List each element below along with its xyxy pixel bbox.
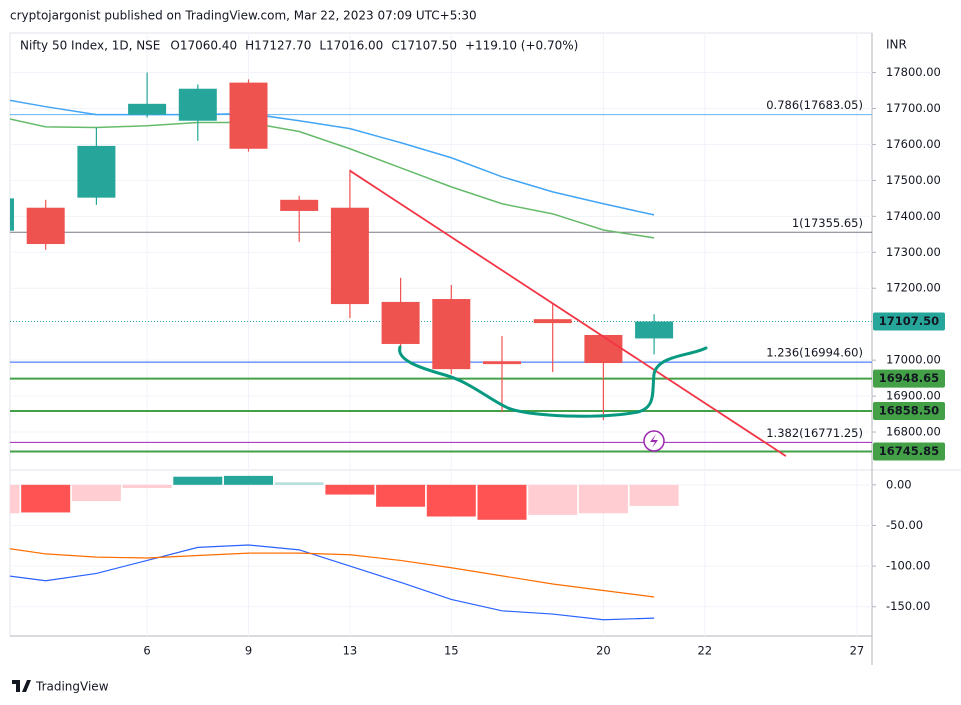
histogram-bar (274, 482, 324, 485)
price-label-box (873, 312, 945, 331)
header: cryptojargonist published on TradingView… (10, 9, 477, 23)
trendline (349, 169, 787, 457)
price-label: 16745.85 (879, 444, 939, 458)
price-label: 16948.65 (879, 371, 939, 385)
y-tick-label: -100.00 (886, 559, 930, 573)
y-tick-label: -150.00 (886, 599, 930, 613)
y-tick-label: 17700.00 (886, 101, 941, 115)
y-tick-label: 17200.00 (886, 281, 941, 295)
line (10, 118, 655, 239)
legend-value: H17127.70 (245, 39, 311, 53)
y-tick-label: 17500.00 (886, 173, 941, 187)
price-label-box (873, 442, 945, 461)
fib-label: 0.786(17683.05) (766, 98, 863, 112)
grid (10, 33, 872, 636)
y-tick-label: 16900.00 (886, 389, 941, 403)
price-label-box (873, 369, 945, 388)
histogram-bar (325, 484, 375, 495)
y-tick-label: 17000.00 (886, 353, 941, 367)
histogram-bar (629, 484, 679, 506)
histogram-bar (477, 484, 527, 520)
macd-pane (10, 475, 679, 621)
legend: Nifty 50 Index, 1D, NSE O17060.40 H17127.… (20, 39, 578, 53)
line (10, 99, 655, 216)
candle-body (432, 299, 471, 370)
candle-body (229, 82, 268, 149)
legend-value: +119.10 (+0.70%) (465, 39, 578, 53)
candle-body (584, 334, 623, 364)
x-tick-label: 13 (343, 644, 358, 658)
candle-body (280, 199, 319, 211)
candle-body (381, 301, 420, 344)
candle-body (128, 103, 167, 115)
candle-body (77, 145, 116, 198)
histogram-bar (578, 484, 628, 514)
fib-label: 1.236(16994.60) (766, 346, 863, 360)
x-tick-label: 9 (245, 644, 252, 658)
x-tick-label: 27 (850, 644, 865, 658)
histogram-bar (376, 484, 426, 507)
candle-body (533, 319, 572, 324)
footer-logo: TradingView (12, 680, 109, 694)
legend-value: C17107.50 (391, 39, 457, 53)
price-label: 17107.50 (879, 314, 939, 328)
histogram-bar (21, 484, 71, 513)
y-tick-label: 16800.00 (886, 425, 941, 439)
x-tick-label: 20 (596, 644, 611, 658)
symbol: Nifty 50 Index, 1D, NSE (20, 39, 160, 53)
legend-value: L17016.00 (319, 39, 383, 53)
fib-label: 1(17355.65) (792, 216, 863, 230)
histogram-bar (71, 484, 121, 502)
legend-value: O17060.40 (170, 39, 237, 53)
x-tick-label: 15 (444, 644, 459, 658)
x-tick-label: 6 (143, 644, 150, 658)
footer: TradingView (35, 680, 109, 694)
histogram-bar (173, 476, 223, 485)
x-tick-label: 22 (697, 644, 712, 658)
histogram-bar (122, 484, 172, 489)
y-tick-label: 0.00 (886, 477, 912, 491)
fib-label: 1.382(16771.25) (766, 426, 863, 440)
y-tick-label: 17800.00 (886, 65, 941, 79)
candle-body (635, 321, 674, 339)
y-tick-label: 17300.00 (886, 245, 941, 259)
candle-body (178, 88, 217, 121)
line (10, 548, 655, 598)
y-tick-label: -50.00 (886, 518, 923, 532)
line (10, 544, 655, 621)
y-tick-label: 17400.00 (886, 209, 941, 223)
price-pane: 0.786(17683.05) 1(17355.65) 1.236(16994.60… (10, 72, 872, 457)
price-label-box (873, 402, 945, 421)
candle-body (330, 207, 369, 305)
alert-icon[interactable] (643, 430, 665, 452)
histogram-bar (224, 475, 273, 485)
axes: 6 9 13 15 20 22 27 16800.00 16900.00 17000.00 1720… (143, 65, 945, 658)
y-tick-label: 17600.00 (886, 137, 941, 151)
currency: INR (886, 38, 907, 52)
hand-drawn-curve (398, 345, 708, 418)
price-label: 16858.50 (879, 404, 939, 418)
candle-body (26, 207, 65, 245)
histogram-bar (10, 484, 20, 514)
candle-body (10, 198, 14, 231)
histogram-bar (528, 484, 578, 515)
candle-body (483, 361, 521, 365)
histogram-bar (426, 484, 476, 517)
